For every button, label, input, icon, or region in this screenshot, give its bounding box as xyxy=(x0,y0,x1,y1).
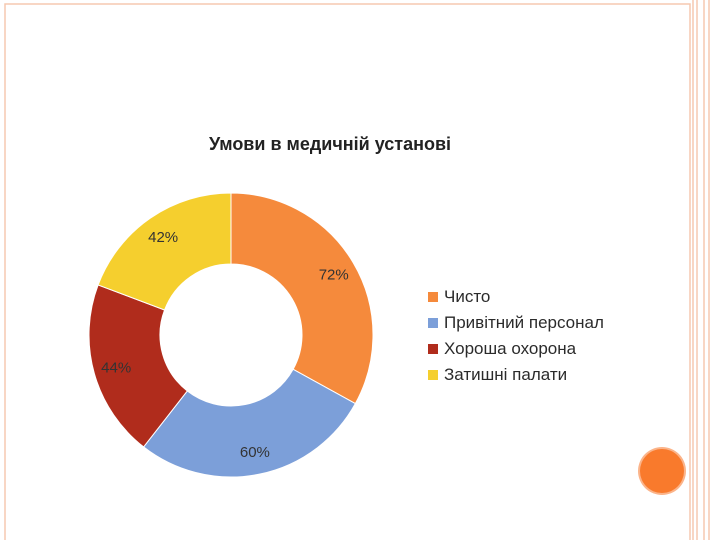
donut-data-label-1: 72% xyxy=(319,266,349,283)
donut-slice-2 xyxy=(142,368,356,478)
legend-item-4: Затишні палати xyxy=(428,362,604,388)
legend-label-1: Чисто xyxy=(444,287,491,306)
donut-data-label-2: 60% xyxy=(240,444,270,461)
legend-label-4: Затишні палати xyxy=(444,365,568,384)
decorative-orange-circle xyxy=(640,449,684,493)
chart-title: Умови в медичній установі xyxy=(208,134,452,154)
legend-swatch-1 xyxy=(428,292,438,302)
legend-swatch-4 xyxy=(428,370,438,380)
donut-slice-3 xyxy=(88,284,189,448)
legend-swatch-3 xyxy=(428,344,438,354)
legend-item-3: Хороша охорона xyxy=(428,336,604,362)
legend-label-3: Хороша охорона xyxy=(444,339,577,358)
legend-label-2: Привітний персонал xyxy=(444,313,604,332)
chart-legend: Чисто Привітний персонал Хороша охорона Зат… xyxy=(428,284,604,388)
donut-slice-1 xyxy=(230,192,374,405)
donut-slice-4 xyxy=(97,192,232,311)
donut-data-label-3: 44% xyxy=(101,359,131,376)
legend-swatch-2 xyxy=(428,318,438,328)
donut-data-label-4: 42% xyxy=(148,229,178,246)
legend-item-1: Чисто xyxy=(428,284,604,310)
legend-item-2: Привітний персонал xyxy=(428,310,604,336)
